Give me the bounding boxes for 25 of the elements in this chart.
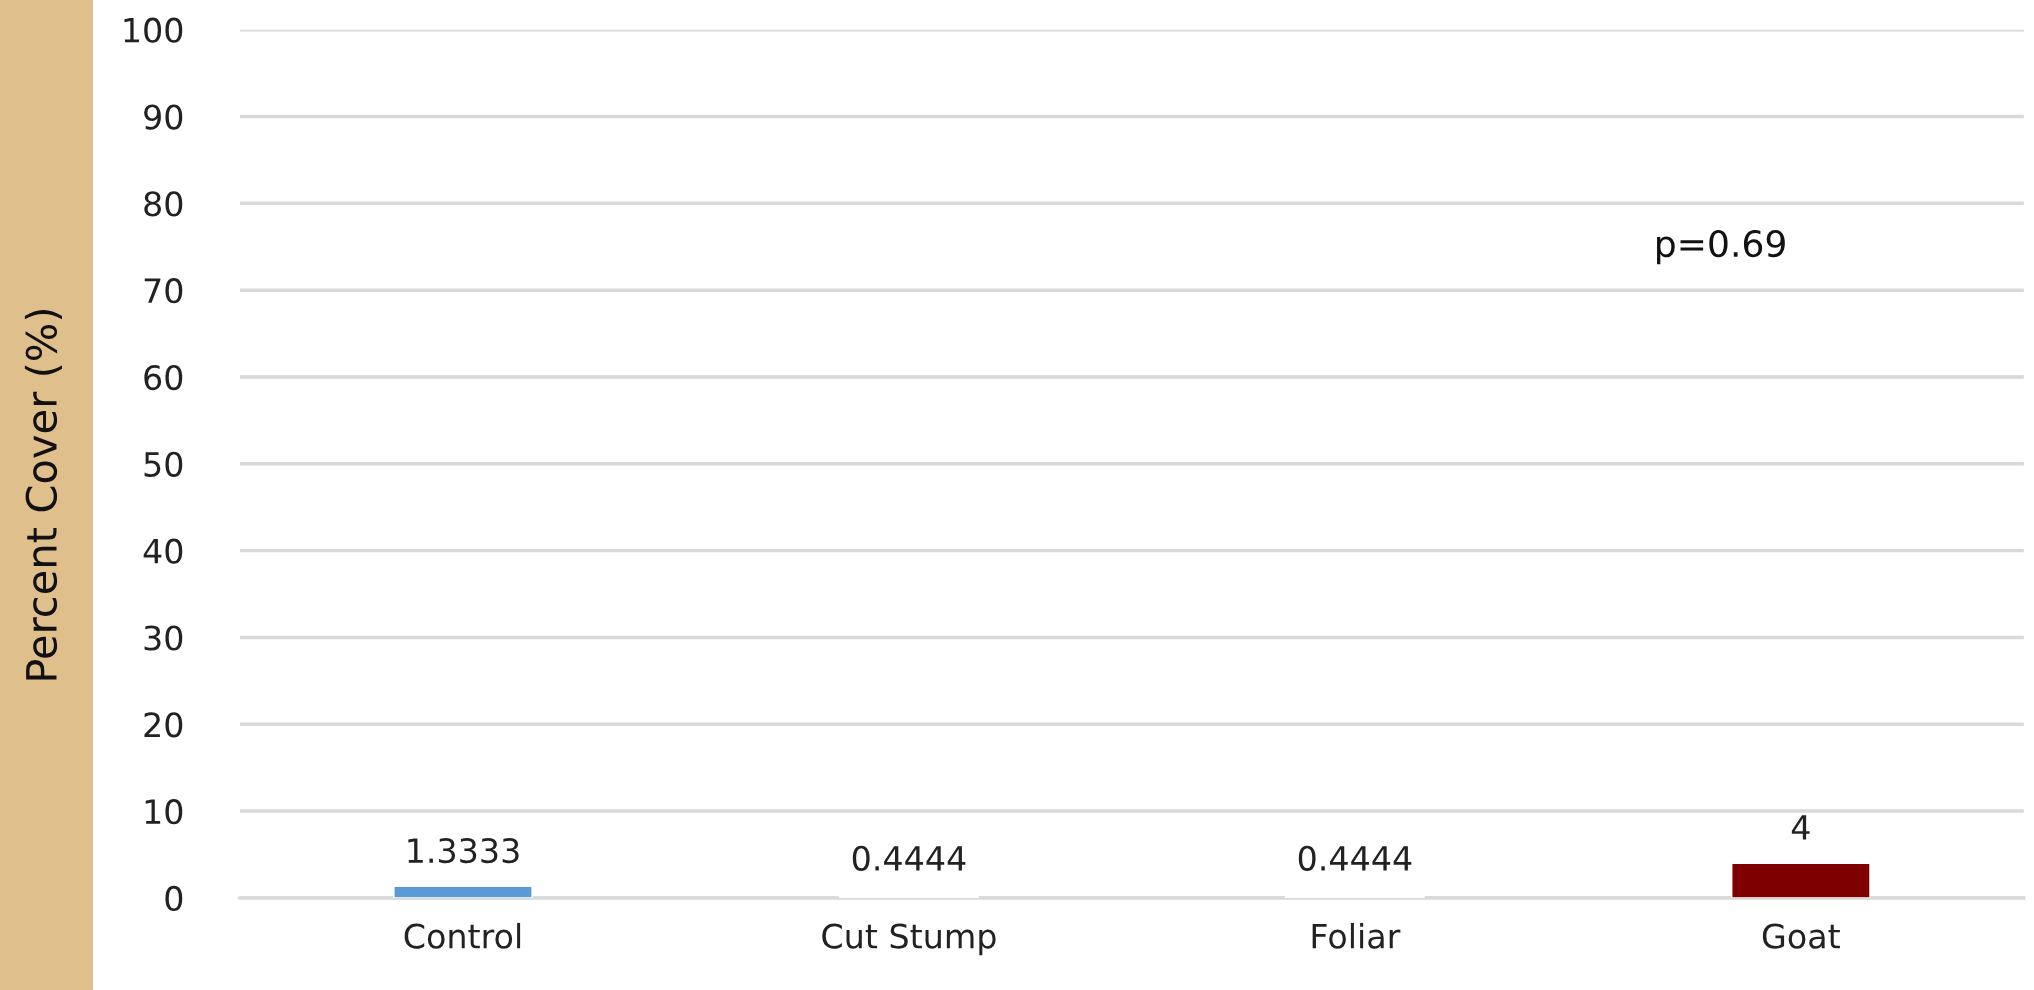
annotation: p=0.69: [1657, 229, 1785, 265]
y-tick-label: 30: [144, 625, 183, 651]
x-tick-label: Goat: [1762, 923, 1840, 949]
x-tick-label: Control: [404, 922, 521, 949]
y-tick-label: 60: [144, 364, 183, 391]
data-label: 4: [1791, 815, 1810, 840]
x-tick-label: Cut Stump: [822, 923, 996, 956]
bar: [1731, 862, 1871, 898]
y-tick-label: 40: [143, 538, 183, 564]
y-axis-title: Percent Cover (%): [24, 309, 62, 680]
y-tick-label: 10: [145, 799, 183, 825]
y-tick-label: 90: [144, 104, 183, 130]
bar: [393, 885, 533, 898]
y-tick-label: 100: [124, 17, 183, 43]
y-tick-label: 70: [144, 278, 183, 304]
y-tick-label: 50: [144, 451, 183, 477]
y-tick-label: 20: [144, 712, 183, 738]
data-label: 0.4444: [852, 845, 966, 871]
y-tick-label: 80: [144, 191, 183, 217]
bar: [839, 893, 979, 898]
x-tick-label: Foliar: [1312, 922, 1401, 949]
data-label: 0.4444: [1298, 845, 1412, 871]
y-tick-label: 0: [165, 885, 183, 912]
bar: [1285, 893, 1425, 898]
data-label: 1.3333: [408, 838, 519, 864]
